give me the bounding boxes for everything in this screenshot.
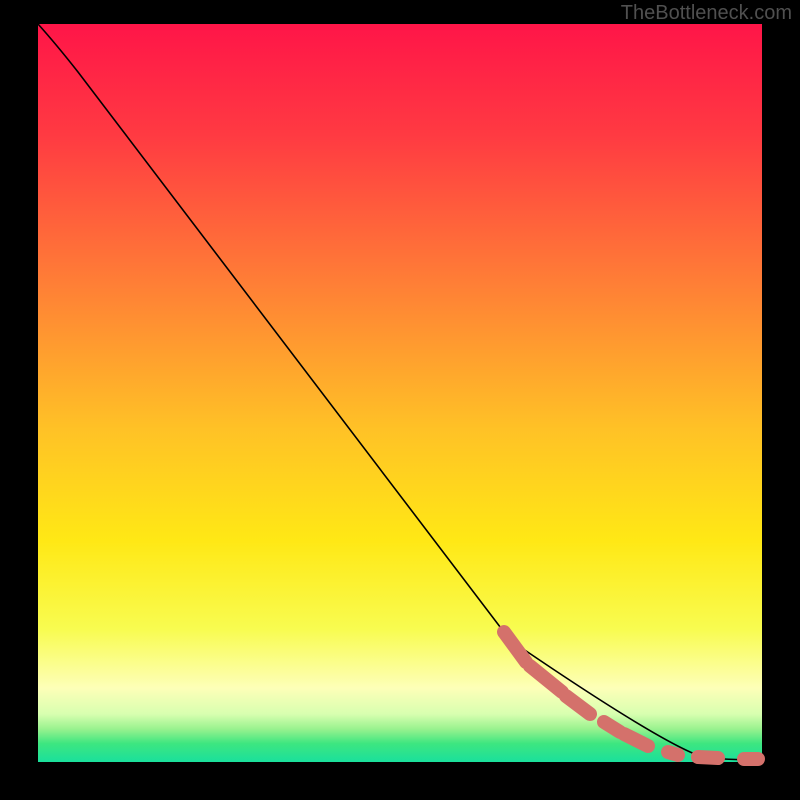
marker-capsule [668,752,678,755]
plot-background [38,24,762,762]
marker-capsule [698,757,718,758]
chart-svg [0,0,800,800]
watermark-text: TheBottleneck.com [621,2,792,25]
chart-container: TheBottleneck.com [0,0,800,800]
marker-capsule [604,722,620,732]
